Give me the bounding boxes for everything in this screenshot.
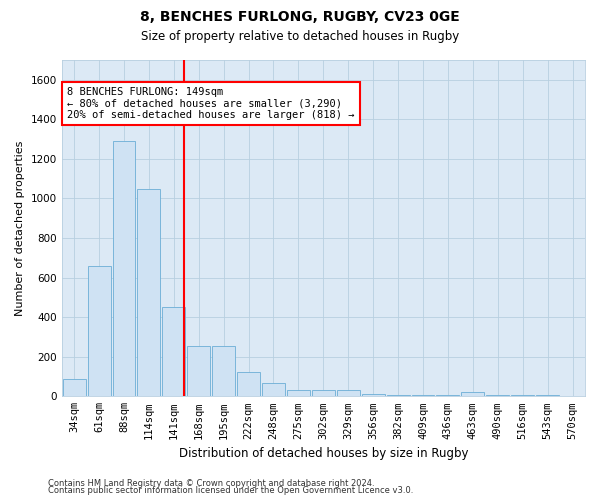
Text: 8, BENCHES FURLONG, RUGBY, CV23 0GE: 8, BENCHES FURLONG, RUGBY, CV23 0GE	[140, 10, 460, 24]
Bar	[312, 390, 335, 396]
Bar	[237, 372, 260, 396]
Bar	[287, 390, 310, 396]
Bar	[362, 394, 385, 396]
Bar	[262, 384, 285, 396]
Text: 8 BENCHES FURLONG: 149sqm
← 80% of detached houses are smaller (3,290)
20% of se: 8 BENCHES FURLONG: 149sqm ← 80% of detac…	[67, 87, 355, 120]
Text: Size of property relative to detached houses in Rugby: Size of property relative to detached ho…	[141, 30, 459, 43]
X-axis label: Distribution of detached houses by size in Rugby: Distribution of detached houses by size …	[179, 447, 468, 460]
Bar	[461, 392, 484, 396]
Bar	[113, 141, 136, 397]
Bar	[212, 346, 235, 397]
Bar	[137, 188, 160, 396]
Bar	[163, 308, 185, 396]
Bar	[337, 390, 360, 396]
Y-axis label: Number of detached properties: Number of detached properties	[15, 140, 25, 316]
Text: Contains public sector information licensed under the Open Government Licence v3: Contains public sector information licen…	[48, 486, 413, 495]
Bar	[187, 346, 210, 397]
Bar	[62, 378, 86, 396]
Text: Contains HM Land Registry data © Crown copyright and database right 2024.: Contains HM Land Registry data © Crown c…	[48, 478, 374, 488]
Bar	[88, 266, 110, 396]
